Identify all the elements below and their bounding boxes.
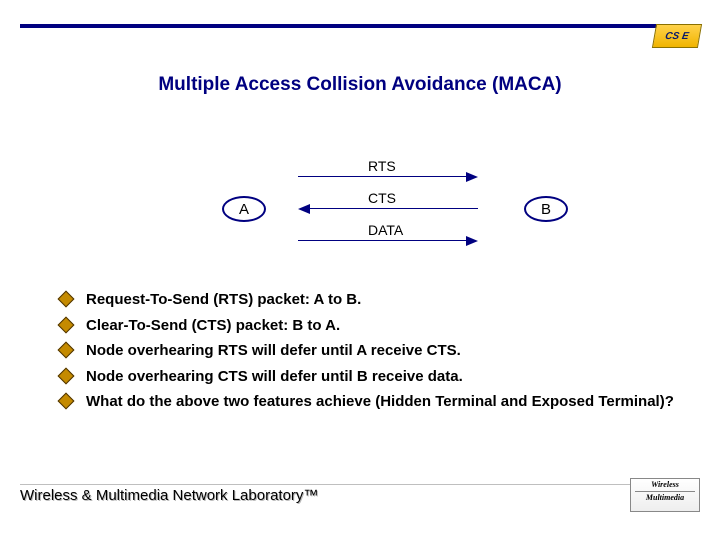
list-item-text: Node overhearing CTS will defer until B …: [86, 367, 463, 387]
arrow-head-cts: [298, 204, 310, 214]
arrow-label-rts: RTS: [368, 158, 396, 174]
arrow-line-rts: [298, 176, 468, 177]
list-item: Node overhearing CTS will defer until B …: [60, 367, 680, 387]
arrow-label-data: DATA: [368, 222, 403, 238]
list-item: Clear-To-Send (CTS) packet: B to A.: [60, 316, 680, 336]
diamond-bullet-icon: [58, 367, 75, 384]
arrow-label-cts: CTS: [368, 190, 396, 206]
arrow-head-rts: [466, 172, 478, 182]
node-a: A: [222, 196, 266, 222]
bullet-list: Request-To-Send (RTS) packet: A to B. Cle…: [60, 290, 680, 418]
header-rule: [20, 24, 700, 28]
footer-rule: [20, 484, 700, 485]
list-item-text: Node overhearing RTS will defer until A …: [86, 341, 461, 361]
diamond-bullet-icon: [58, 342, 75, 359]
wmlogo-divider: [635, 491, 695, 492]
corner-logo: CS E: [652, 24, 702, 48]
footer: Wireless & Multimedia Network Laboratory…: [20, 484, 700, 504]
arrow-head-data: [466, 236, 478, 246]
list-item: Node overhearing RTS will defer until A …: [60, 341, 680, 361]
arrow-line-cts: [308, 208, 478, 209]
list-item-text: Request-To-Send (RTS) packet: A to B.: [86, 290, 361, 310]
wmlogo-line1: Wireless: [631, 481, 699, 489]
diamond-bullet-icon: [58, 316, 75, 333]
arrow-line-data: [298, 240, 468, 241]
diamond-bullet-icon: [58, 393, 75, 410]
list-item: What do the above two features achieve (…: [60, 392, 680, 412]
node-b: B: [524, 196, 568, 222]
footer-text: Wireless & Multimedia Network Laboratory…: [20, 487, 700, 504]
wmlogo-line2: Multimedia: [631, 494, 699, 502]
slide-title: Multiple Access Collision Avoidance (MAC…: [0, 74, 720, 96]
list-item-text: Clear-To-Send (CTS) packet: B to A.: [86, 316, 340, 336]
maca-diagram: A B RTS CTS DATA: [0, 150, 720, 270]
wireless-multimedia-logo: Wireless Multimedia: [630, 478, 700, 512]
list-item: Request-To-Send (RTS) packet: A to B.: [60, 290, 680, 310]
diamond-bullet-icon: [58, 291, 75, 308]
list-item-text: What do the above two features achieve (…: [86, 392, 674, 412]
